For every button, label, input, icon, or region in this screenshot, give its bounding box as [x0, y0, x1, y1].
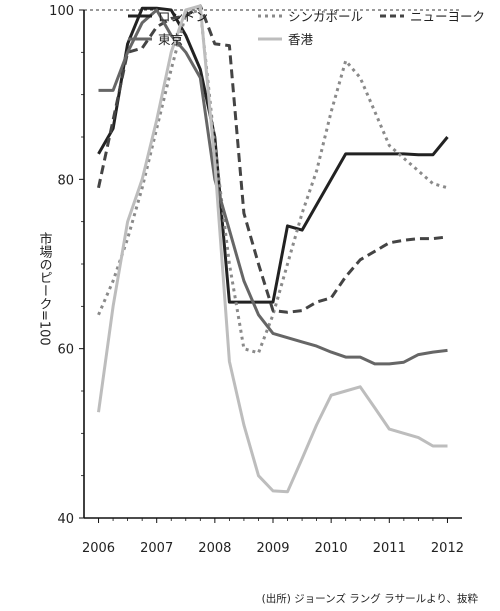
legend-item: 香港	[258, 32, 314, 47]
y-tick-label: 80	[57, 173, 74, 188]
x-tick-label: 2007	[140, 541, 173, 556]
x-tick-label: 2008	[198, 541, 231, 556]
source-note: (出所) ジョーンズ ラング ラサールより、抜粋	[262, 592, 479, 605]
legend-item: ニューヨーク	[380, 9, 485, 24]
legend-label: 東京	[158, 32, 183, 47]
legend-item: ロンドン	[128, 9, 208, 24]
x-tick-label: 2009	[256, 541, 289, 556]
x-tick-label: 2010	[315, 541, 348, 556]
legend-item: 東京	[128, 32, 183, 47]
legend-label: ロンドン	[158, 9, 208, 24]
series-line-5	[97, 4, 448, 494]
series-line-1	[97, 6, 449, 304]
legend-label: シンガポール	[288, 9, 363, 24]
series-line-4	[98, 8, 448, 366]
legend-item: シンガポール	[258, 9, 363, 24]
legend-label: 香港	[288, 32, 314, 47]
y-tick-label: 40	[57, 512, 74, 527]
x-tick-label: 2006	[82, 541, 115, 556]
x-tick-label: 2011	[373, 541, 406, 556]
series-line-2	[97, 8, 448, 355]
legend-label: ニューヨーク	[410, 9, 485, 24]
series-line-3	[97, 4, 448, 314]
y-axis-label: 市場のピーク=100	[37, 231, 53, 345]
x-tick-label: 2012	[431, 541, 464, 556]
y-tick-label: 60	[57, 343, 74, 358]
y-tick-label: 100	[49, 4, 74, 19]
